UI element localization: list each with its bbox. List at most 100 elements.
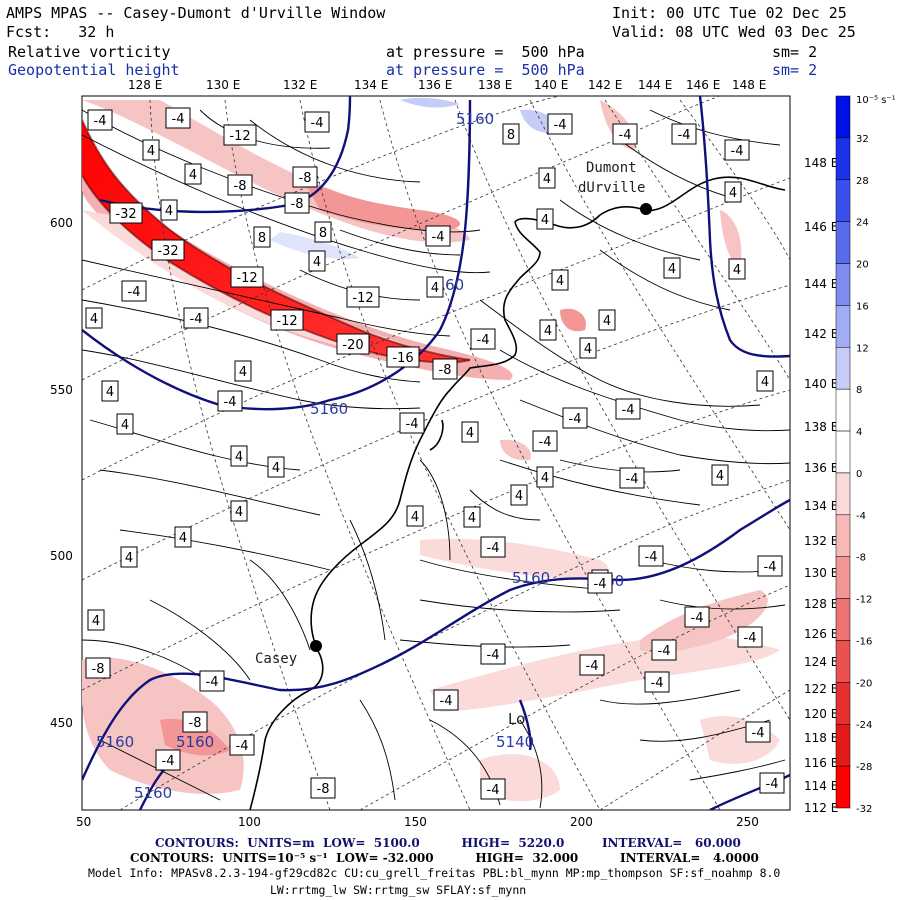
height-label: 5160 <box>456 110 494 128</box>
colorbar-swatch <box>835 723 851 767</box>
svg-text:-4: -4 <box>651 676 664 691</box>
vorticity-value-label: 4 <box>536 466 554 488</box>
svg-text:4: 4 <box>239 365 247 380</box>
lon-label: 142 E <box>588 78 622 92</box>
svg-text:-12: -12 <box>352 291 373 306</box>
vorticity-value-label: 4 <box>551 269 569 291</box>
svg-text:-16: -16 <box>392 351 413 366</box>
vorticity-value-label: -20 <box>336 333 370 355</box>
lon-label: 128 E <box>128 78 162 92</box>
svg-text:-12: -12 <box>229 129 250 144</box>
colorbar-label: 24 <box>856 218 869 229</box>
vorticity-value-label: -4 <box>745 721 771 743</box>
vorticity-value-label: -8 <box>432 358 458 380</box>
y-tick-label: 500 <box>50 549 73 563</box>
colorbar-swatch <box>835 137 851 181</box>
right-lon-label: 120 E <box>804 707 838 721</box>
svg-text:4: 4 <box>147 144 155 159</box>
svg-text:-20: -20 <box>342 338 363 353</box>
colorbar-label: -16 <box>856 636 872 647</box>
svg-text:8: 8 <box>258 231 266 246</box>
contour-info-height: CONTOURS: UNITS=m LOW= 5100.0 HIGH= 5220… <box>155 836 741 850</box>
vorticity-value-label: -4 <box>425 225 451 247</box>
svg-text:-4: -4 <box>554 118 567 133</box>
colorbar-label: -8 <box>856 553 866 564</box>
lon-label: 130 E <box>206 78 240 92</box>
vorticity-value-label: 8 <box>314 221 332 243</box>
vorticity-value-label: -8 <box>284 192 310 214</box>
vorticity-value-label: 8 <box>502 123 520 145</box>
svg-text:-4: -4 <box>172 112 185 127</box>
lon-label: 132 E <box>283 78 317 92</box>
svg-text:-4: -4 <box>678 128 691 143</box>
svg-text:-8: -8 <box>439 363 452 378</box>
right-lon-label: 112 E <box>804 801 838 815</box>
lon-label: 140 E <box>534 78 568 92</box>
svg-text:-4: -4 <box>432 230 445 245</box>
right-lon-label: 126 E <box>804 627 838 641</box>
svg-text:4: 4 <box>431 281 439 296</box>
casey-station-dot <box>310 640 322 652</box>
height-labels: 5160 5160 5160 5160 5160 5160 5160 5140 … <box>96 110 624 802</box>
colorbar-swatch <box>835 514 851 557</box>
vorticity-value-label: -4 <box>547 113 573 135</box>
dumont-durville-station-dot <box>640 203 652 215</box>
right-longitude-labels: 148 E 146 E 144 E 142 E 140 E 138 E 136 E 134 E… <box>804 156 838 815</box>
right-lon-label: 144 E <box>804 277 838 291</box>
model-info-line2: LW:rrtmg_lw SW:rrtmg_sw SFLAY:sf_mynn <box>270 883 527 897</box>
svg-text:-4: -4 <box>752 726 765 741</box>
svg-text:4: 4 <box>125 551 133 566</box>
svg-text:-12: -12 <box>276 314 297 329</box>
vorticity-value-label: -4 <box>217 390 243 412</box>
svg-text:-4: -4 <box>94 114 107 129</box>
colorbar-swatch <box>835 472 851 516</box>
svg-text:-4: -4 <box>586 659 599 674</box>
vorticity-value-label: -8 <box>310 777 336 799</box>
field2-name: Geopotential height <box>8 61 180 79</box>
svg-text:4: 4 <box>733 263 741 278</box>
vorticity-value-label: 4 <box>539 319 557 341</box>
height-label: 5160 <box>96 733 134 751</box>
svg-text:-4: -4 <box>406 417 419 432</box>
svg-text:4: 4 <box>729 186 737 201</box>
svg-text:4: 4 <box>272 461 280 476</box>
colorbar-label: -28 <box>856 762 872 773</box>
vorticity-value-label: -4 <box>619 467 645 489</box>
vorticity-value-label: 4 <box>267 456 285 478</box>
vorticity-value-label: -4 <box>480 536 506 558</box>
svg-text:4: 4 <box>543 172 551 187</box>
vorticity-value-label: -4 <box>612 123 638 145</box>
colorbar-label: 8 <box>856 385 862 396</box>
x-axis: 50 100 150 200 250 <box>76 815 759 829</box>
svg-text:4: 4 <box>106 385 114 400</box>
vorticity-value-label: 4 <box>724 181 742 203</box>
field1-level: at pressure = 500 hPa <box>386 43 585 61</box>
vorticity-value-label: -4 <box>587 572 613 594</box>
vorticity-value-label: 4 <box>184 163 202 185</box>
vorticity-value-label: 4 <box>85 307 103 329</box>
low-marker-label: Lo <box>508 710 525 728</box>
height-label: 5160 <box>310 400 348 418</box>
svg-text:-4: -4 <box>744 631 757 646</box>
svg-text:-4: -4 <box>594 577 607 592</box>
colorbar-swatch <box>835 347 851 390</box>
vorticity-value-label: 4 <box>230 445 248 467</box>
vorticity-value-label: -8 <box>85 657 111 679</box>
svg-text:-4: -4 <box>162 754 175 769</box>
svg-text:-8: -8 <box>291 197 304 212</box>
colorbar-label: 0 <box>856 469 862 480</box>
x-tick-label: 200 <box>570 815 593 829</box>
vorticity-value-label: -4 <box>638 545 664 567</box>
svg-text:4: 4 <box>603 314 611 329</box>
svg-text:-4: -4 <box>236 739 249 754</box>
colorbar-label: 32 <box>856 134 869 145</box>
svg-text:-4: -4 <box>622 403 635 418</box>
svg-text:4: 4 <box>584 342 592 357</box>
right-lon-label: 116 E <box>804 756 838 770</box>
svg-text:-4: -4 <box>764 560 777 575</box>
colorbar-label: -24 <box>856 720 872 731</box>
colorbar-swatch <box>835 263 851 306</box>
vorticity-value-label: -4 <box>87 109 113 131</box>
svg-text:8: 8 <box>507 128 515 143</box>
colorbar-label: 20 <box>856 260 869 271</box>
